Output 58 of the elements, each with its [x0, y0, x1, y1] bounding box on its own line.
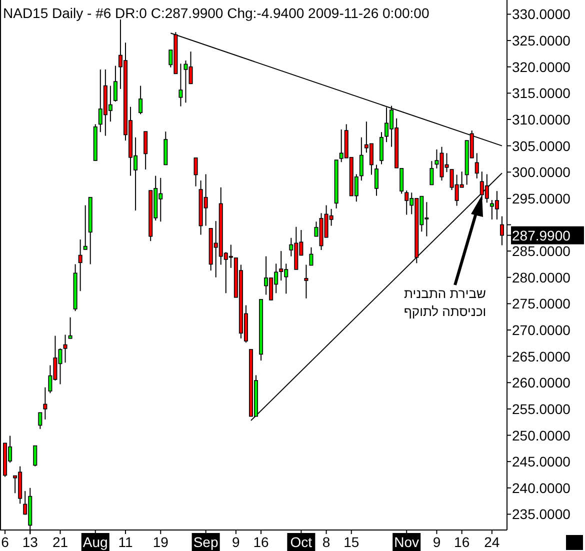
- candlestick: [78, 238, 82, 292]
- y-tick-label: 330.0000: [512, 6, 571, 22]
- candlestick: [380, 132, 384, 165]
- y-tick-label: 275.0000: [512, 296, 571, 312]
- y-tick-label: 325.0000: [512, 32, 571, 49]
- y-tick-label: 280.0000: [512, 269, 571, 286]
- y-tick-label: 250.0000: [512, 427, 571, 444]
- x-tick-label: 6: [1, 534, 10, 550]
- x-tick-label: 21: [52, 534, 68, 550]
- y-tick-label: 320.0000: [512, 58, 571, 75]
- x-tick-label: Aug: [82, 534, 108, 550]
- candlestick: [68, 316, 72, 339]
- x-tick-label: Nov: [394, 534, 420, 550]
- x-tick-label: 11: [118, 534, 133, 550]
- x-tick-label: 19: [152, 534, 169, 550]
- y-tick-label: 300.0000: [512, 164, 571, 180]
- candlestick: [304, 264, 308, 299]
- y-tick-label: 270.0000: [512, 322, 571, 338]
- y-tick-label: 285.0000: [512, 243, 571, 260]
- y-tick-label: 310.0000: [512, 111, 571, 128]
- y-tick-label: 255.0000: [512, 400, 571, 417]
- text: 287.9900: [512, 227, 571, 244]
- candlestick: [38, 412, 42, 430]
- y-tick-label: 305.0000: [512, 138, 571, 154]
- candlestick: [33, 445, 38, 467]
- x-tick-label: 8: [322, 534, 330, 550]
- candlestick: [194, 157, 198, 187]
- candlestick: [309, 246, 314, 266]
- candlestick: [144, 131, 148, 170]
- x-tick-label: 9: [232, 534, 240, 550]
- candlestick: [178, 63, 183, 107]
- x-tick-label: Oct: [290, 534, 312, 550]
- candlestick: [138, 85, 143, 115]
- annotation: שבירת התבנית וכניסתה לתוקף: [404, 286, 486, 319]
- y-tick-label: 245.0000: [512, 454, 571, 470]
- y-tick-label: 235.0000: [512, 506, 571, 522]
- candlestick: [474, 152, 479, 179]
- chart-title: NAD15 Daily - #6 DR:0 C:287.9900 Chg:-4.9400 2009-11-26 0:00:00: [3, 5, 430, 21]
- candlestick: [500, 216, 504, 246]
- candlestick: [83, 204, 88, 250]
- y-tick-label: 295.0000: [512, 190, 571, 206]
- x-tick-label: 16: [454, 534, 470, 550]
- y-tick-label: 260.0000: [512, 374, 571, 391]
- candlestick: [63, 334, 68, 364]
- y-tick-label: 315.0000: [512, 85, 571, 102]
- candlestick: [374, 164, 378, 196]
- y-tick-label: 240.0000: [512, 480, 571, 496]
- x-tick-label: 9: [432, 534, 441, 550]
- candlestick: [359, 136, 364, 182]
- candlestick: [43, 386, 48, 420]
- x-tick-label: 15: [344, 534, 360, 550]
- candlestick: [430, 160, 434, 186]
- y-tick-label: 265.0000: [512, 348, 571, 364]
- x-tick-label: 24: [484, 534, 500, 550]
- x-tick-label: Sep: [193, 534, 218, 550]
- x-tick-label: 16: [253, 534, 270, 550]
- candlestick: [113, 65, 118, 102]
- x-tick-label: 13: [22, 534, 38, 550]
